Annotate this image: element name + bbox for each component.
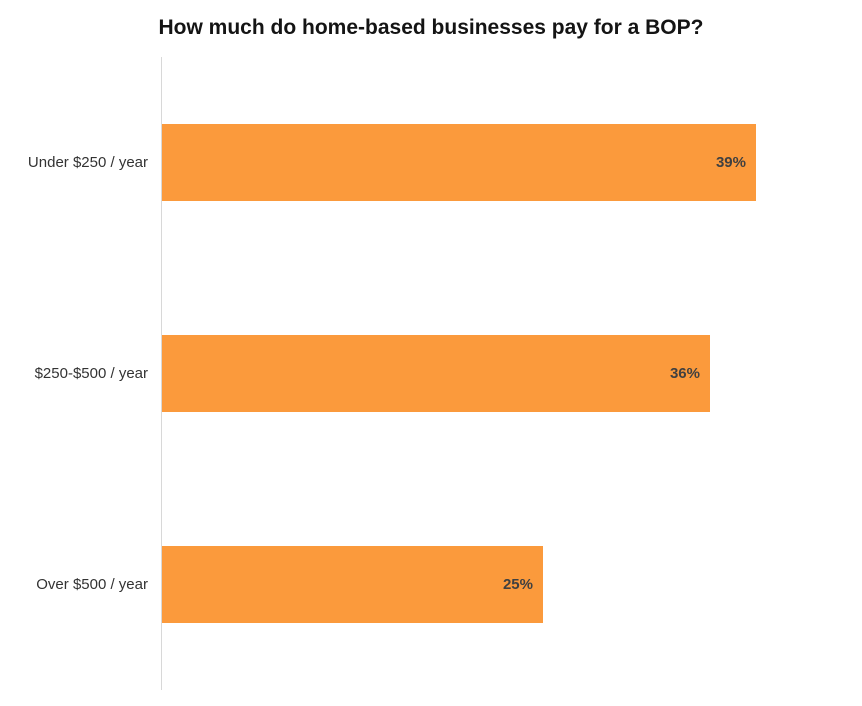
bar-rows: Under $250 / year 39% $250-$500 / year 3… bbox=[0, 57, 862, 690]
category-label: $250-$500 / year bbox=[34, 364, 148, 382]
value-label: 25% bbox=[502, 576, 533, 593]
y-axis-line bbox=[161, 57, 162, 690]
value-label: 36% bbox=[669, 365, 700, 382]
value-label: 39% bbox=[715, 154, 746, 171]
plot-area: Under $250 / year 39% $250-$500 / year 3… bbox=[0, 57, 862, 690]
bar: 36% bbox=[162, 335, 710, 412]
bar-track: 25% bbox=[162, 546, 862, 623]
bar: 25% bbox=[162, 546, 543, 623]
bar-row: Under $250 / year 39% bbox=[0, 57, 862, 268]
bar-track: 39% bbox=[162, 124, 862, 201]
category-label: Under $250 / year bbox=[27, 153, 148, 171]
chart-title: How much do home-based businesses pay fo… bbox=[158, 16, 704, 39]
bar: 39% bbox=[162, 124, 756, 201]
category-label: Over $500 / year bbox=[36, 575, 148, 593]
bar-track: 36% bbox=[162, 335, 862, 412]
bar-row: Over $500 / year 25% bbox=[0, 479, 862, 690]
bar-row: $250-$500 / year 36% bbox=[0, 268, 862, 479]
